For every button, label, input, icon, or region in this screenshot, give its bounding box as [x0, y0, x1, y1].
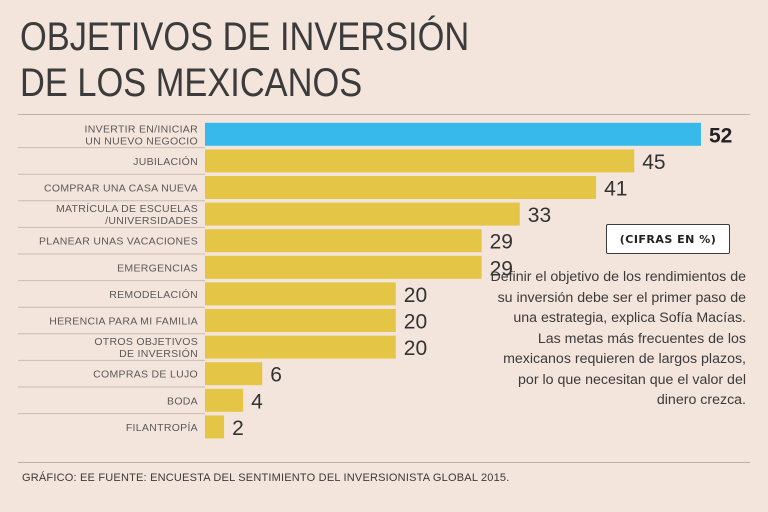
value-label: 20 — [404, 284, 427, 307]
category-label: JUBILACIÓN — [133, 155, 198, 168]
category-label: MATRÍCULA DE ESCUELAS — [56, 202, 198, 215]
bar-10 — [205, 362, 263, 386]
value-label: 29 — [490, 231, 513, 254]
chart-title: OBJETIVOS DE INVERSIÓN DE LOS MEXICANOS — [20, 14, 502, 106]
category-label: COMPRAR UNA CASA NUEVA — [44, 183, 198, 195]
value-label: 20 — [404, 337, 427, 360]
bar-12 — [205, 415, 225, 439]
bar-5 — [205, 229, 482, 253]
value-label: 6 — [270, 364, 282, 387]
units-badge: (CIFRAS EN %) — [606, 224, 730, 254]
value-label: 4 — [251, 390, 263, 413]
bar-3 — [205, 176, 597, 199]
category-label: DE INVERSIÓN — [119, 347, 198, 360]
bar-8 — [205, 309, 396, 332]
chart-title-line-2: DE LOS MEXICANOS — [20, 61, 363, 105]
value-label: 41 — [604, 178, 627, 201]
value-label: 2 — [232, 417, 244, 440]
value-label: 52 — [709, 124, 732, 147]
bar-6 — [205, 255, 482, 279]
bar-2 — [205, 149, 635, 173]
category-label: BODA — [167, 395, 198, 407]
chart-title-line-1: OBJETIVOS DE INVERSIÓN — [20, 15, 470, 59]
chart-note: Definir el objetivo de los rendimientos … — [490, 269, 746, 408]
category-label: UN NUEVO NEGOCIO — [85, 135, 198, 147]
category-label: COMPRAS DE LUJO — [93, 369, 198, 381]
value-label: 20 — [404, 311, 427, 334]
category-label: INVERTIR EN/INICIAR — [85, 123, 199, 135]
value-label: 45 — [642, 151, 665, 174]
category-label: OTROS OBJETIVOS — [94, 336, 198, 348]
top-divider — [18, 114, 750, 115]
category-label: EMERGENCIAS — [117, 262, 198, 274]
source-footer: GRÁFICO: EE FUENTE: ENCUESTA DEL SENTIMI… — [22, 472, 510, 484]
bar-7 — [205, 282, 396, 306]
category-label: /UNIVERSIDADES — [105, 215, 198, 227]
category-label: PLANEAR UNAS VACACIONES — [39, 236, 198, 248]
category-label: REMODELACIÓN — [109, 288, 198, 301]
value-label: 29 — [490, 257, 513, 280]
bar-11 — [205, 388, 244, 412]
bar-1 — [205, 122, 701, 146]
category-label: FILANTROPÍA — [126, 421, 198, 434]
bar-9 — [205, 335, 396, 359]
value-label: 33 — [528, 204, 551, 227]
bottom-divider — [18, 462, 750, 463]
category-label: HERENCIA PARA MI FAMILIA — [49, 316, 198, 328]
bar-4 — [205, 202, 520, 226]
